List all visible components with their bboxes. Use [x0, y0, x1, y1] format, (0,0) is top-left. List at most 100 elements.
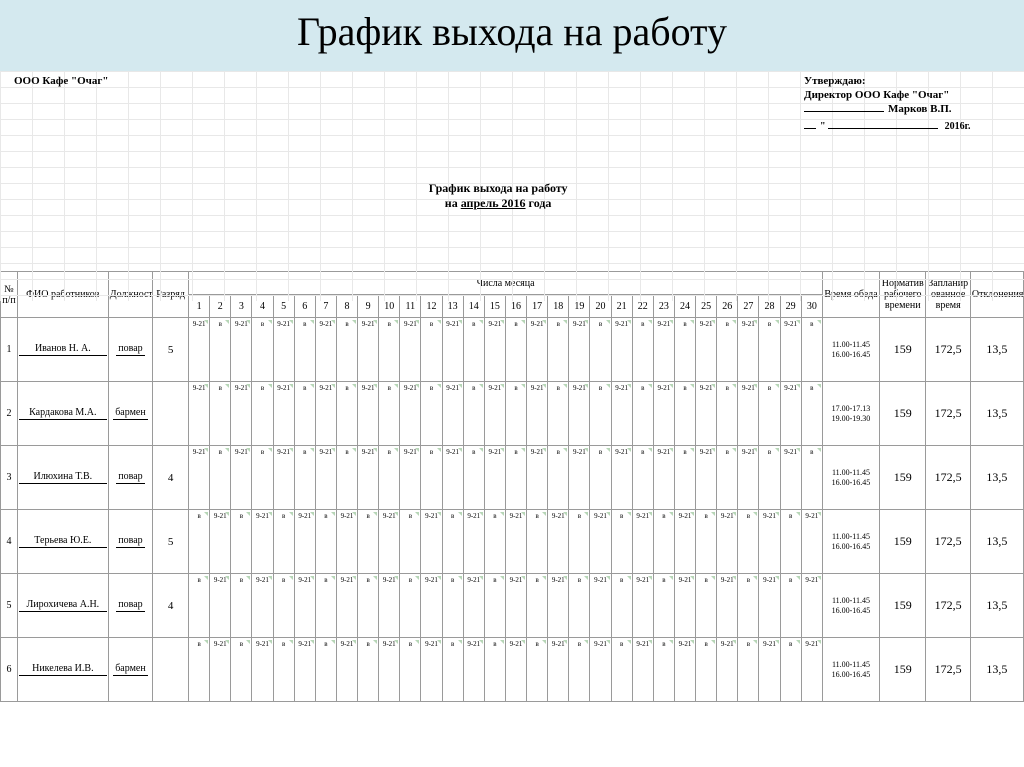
day-number-header: 8: [336, 295, 357, 318]
shift-cell: в: [379, 446, 400, 510]
shift-cell: 9-21: [273, 446, 294, 510]
shift-cell: в: [527, 574, 548, 638]
shift-cell: в: [442, 510, 463, 574]
shift-cell: 9-21: [759, 510, 780, 574]
employee-name: Терьева Ю.Е.: [17, 510, 108, 574]
shift-cell: в: [611, 510, 632, 574]
employee-position: бармен: [108, 638, 152, 702]
deviation-hours: 13,5: [970, 318, 1023, 382]
shift-cell: в: [759, 318, 780, 382]
table-row: 2Кардакова М.А.бармен9-21в9-21в9-21в9-21…: [1, 382, 1024, 446]
shift-cell: в: [696, 510, 717, 574]
employee-grade: 4: [153, 574, 189, 638]
day-number-header: 10: [379, 295, 400, 318]
day-number-header: 29: [780, 295, 801, 318]
shift-cell: в: [358, 574, 379, 638]
employee-grade: 5: [153, 510, 189, 574]
shift-cell: 9-21: [696, 446, 717, 510]
column-header: Разряд: [153, 272, 189, 318]
shift-cell: 9-21: [210, 574, 231, 638]
shift-cell: 9-21: [315, 382, 336, 446]
day-number-header: 26: [717, 295, 738, 318]
shift-cell: в: [400, 638, 421, 702]
day-number-header: 22: [632, 295, 653, 318]
day-number-header: 12: [421, 295, 442, 318]
shift-cell: в: [252, 318, 273, 382]
shift-cell: 9-21: [379, 638, 400, 702]
shift-cell: в: [231, 510, 252, 574]
shift-cell: в: [231, 638, 252, 702]
shift-cell: 9-21: [421, 574, 442, 638]
shift-cell: 9-21: [505, 574, 526, 638]
employee-grade: [153, 638, 189, 702]
column-header: Время обеда: [822, 272, 879, 318]
planned-hours: 172,5: [926, 510, 970, 574]
shift-cell: 9-21: [400, 446, 421, 510]
document-title: График выхода на работу на апрель 2016 г…: [429, 181, 568, 211]
approve-line1: Утверждаю:: [804, 75, 1014, 87]
norm-hours: 159: [880, 510, 926, 574]
shift-cell: в: [674, 318, 695, 382]
shift-cell: в: [653, 638, 674, 702]
day-number-header: 21: [611, 295, 632, 318]
shift-cell: 9-21: [484, 318, 505, 382]
shift-cell: в: [315, 510, 336, 574]
shift-cell: в: [717, 318, 738, 382]
deviation-hours: 13,5: [970, 382, 1023, 446]
employee-grade: 5: [153, 318, 189, 382]
shift-cell: 9-21: [484, 446, 505, 510]
day-number-header: 25: [696, 295, 717, 318]
shift-cell: в: [738, 574, 759, 638]
shift-cell: в: [189, 510, 210, 574]
day-number-header: 1: [189, 295, 210, 318]
shift-cell: в: [674, 382, 695, 446]
shift-cell: 9-21: [738, 318, 759, 382]
shift-cell: 9-21: [505, 638, 526, 702]
approve-line2: Директор ООО Кафе "Очаг": [804, 89, 1014, 101]
shift-cell: 9-21: [442, 382, 463, 446]
shift-cell: 9-21: [569, 382, 590, 446]
employee-grade: [153, 382, 189, 446]
row-number: 1: [1, 318, 18, 382]
spreadsheet-area: ООО Кафе "Очаг" Утверждаю: Директор ООО …: [0, 71, 1024, 702]
shift-cell: в: [632, 382, 653, 446]
shift-cell: 9-21: [273, 318, 294, 382]
day-number-header: 14: [463, 295, 484, 318]
employee-position: бармен: [108, 382, 152, 446]
shift-cell: в: [315, 574, 336, 638]
day-number-header: 9: [358, 295, 379, 318]
day-number-header: 4: [252, 295, 273, 318]
shift-cell: в: [780, 574, 801, 638]
day-number-header: 18: [548, 295, 569, 318]
row-number: 3: [1, 446, 18, 510]
shift-cell: в: [421, 446, 442, 510]
column-header: Отклонения: [970, 272, 1023, 318]
approval-block: Утверждаю: Директор ООО Кафе "Очаг" Марк…: [804, 75, 1014, 132]
employee-position: повар: [108, 446, 152, 510]
schedule-table: № п/пФИО работниковДолжностьРазрядЧисла …: [0, 271, 1024, 702]
table-row: 3Илюхина Т.В.повар49-21в9-21в9-21в9-21в9…: [1, 446, 1024, 510]
shift-cell: в: [759, 446, 780, 510]
shift-cell: в: [379, 318, 400, 382]
shift-cell: 9-21: [759, 574, 780, 638]
shift-cell: 9-21: [400, 318, 421, 382]
shift-cell: в: [294, 318, 315, 382]
shift-cell: в: [421, 382, 442, 446]
shift-cell: в: [484, 510, 505, 574]
employee-name: Илюхина Т.В.: [17, 446, 108, 510]
day-number-header: 30: [801, 295, 822, 318]
shift-cell: в: [336, 318, 357, 382]
shift-cell: в: [273, 510, 294, 574]
shift-cell: в: [611, 574, 632, 638]
employee-name: Никелева И.В.: [17, 638, 108, 702]
shift-cell: в: [632, 318, 653, 382]
lunch-time: 11.00-11.4516.00-16.45: [822, 638, 879, 702]
shift-cell: в: [358, 638, 379, 702]
shift-cell: 9-21: [421, 638, 442, 702]
table-row: 5Лирохичева А.Н.повар4в9-21в9-21в9-21в9-…: [1, 574, 1024, 638]
shift-cell: в: [400, 574, 421, 638]
shift-cell: в: [548, 382, 569, 446]
employee-name: Иванов Н. А.: [17, 318, 108, 382]
shift-cell: в: [527, 510, 548, 574]
shift-cell: 9-21: [315, 318, 336, 382]
